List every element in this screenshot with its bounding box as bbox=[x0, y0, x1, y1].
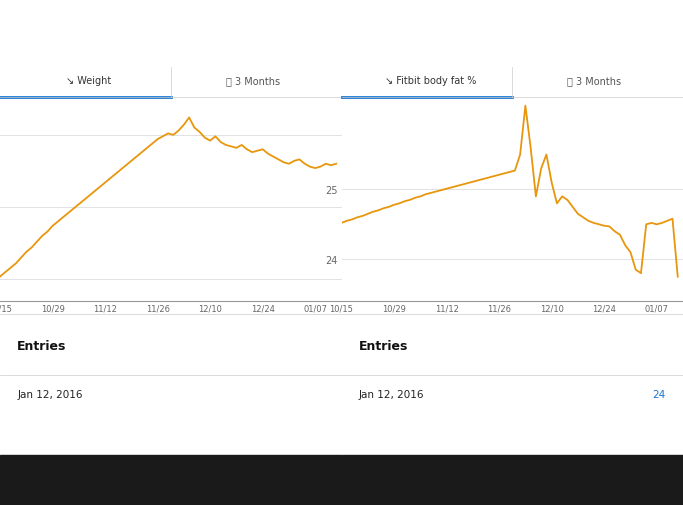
Text: ☰: ☰ bbox=[27, 39, 41, 54]
Text: 🗓 3 Months: 🗓 3 Months bbox=[225, 76, 280, 86]
Text: Entries: Entries bbox=[17, 339, 66, 352]
Text: Entries: Entries bbox=[359, 339, 408, 352]
Text: ↘ Weight: ↘ Weight bbox=[66, 76, 111, 86]
Text: ☰: ☰ bbox=[369, 39, 382, 54]
Text: Jan 12, 2016: Jan 12, 2016 bbox=[359, 389, 424, 399]
Text: 24: 24 bbox=[653, 389, 666, 399]
Bar bbox=[0, 455, 342, 505]
Text: 06:11: 06:11 bbox=[644, 8, 673, 17]
Text: 🗓 3 Months: 🗓 3 Months bbox=[567, 76, 622, 86]
Bar bbox=[342, 455, 683, 505]
Text: 06:11: 06:11 bbox=[303, 8, 331, 17]
Text: ↘ Fitbit body fat %: ↘ Fitbit body fat % bbox=[385, 76, 476, 86]
Text: Progress: Progress bbox=[471, 38, 554, 56]
Text: Progress: Progress bbox=[129, 38, 212, 56]
Text: +: + bbox=[303, 38, 318, 56]
Text: +: + bbox=[644, 38, 659, 56]
Text: Jan 12, 2016: Jan 12, 2016 bbox=[17, 389, 83, 399]
